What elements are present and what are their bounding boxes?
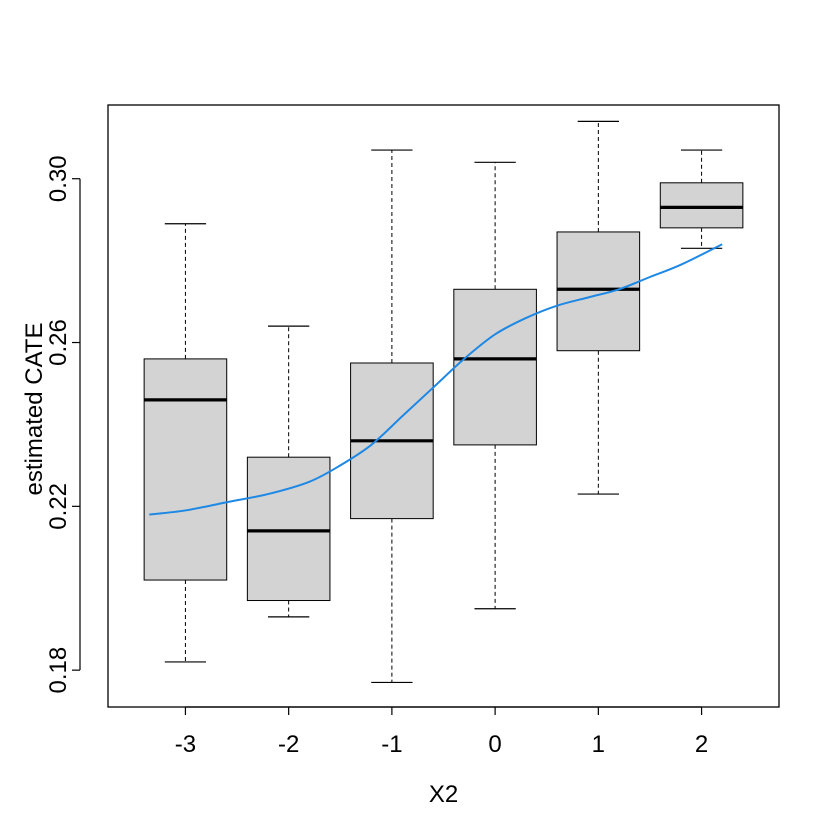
box--1 — [350, 149, 434, 684]
y-tick-label: 0.22 — [45, 483, 72, 530]
x-tick-label: -1 — [381, 731, 402, 758]
iqr-box — [659, 182, 744, 229]
x-tick-label: -3 — [175, 731, 196, 758]
y-tick-label: 0.26 — [45, 319, 72, 366]
trend-line — [149, 243, 723, 516]
y-axis: 0.18 0.22 0.26 0.30 — [45, 155, 81, 694]
x-axis-title: X2 — [429, 781, 458, 808]
boxes-layer — [143, 120, 744, 684]
box--3 — [143, 223, 228, 663]
x-tick-label: 1 — [592, 731, 605, 758]
box-1 — [556, 120, 641, 495]
iqr-box — [453, 288, 537, 446]
y-tick-label: 0.30 — [45, 155, 72, 202]
x-tick-label: 0 — [488, 731, 501, 758]
x-axis: -3 -2 -1 0 1 2 — [175, 706, 708, 758]
y-axis-title: estimated CATE — [21, 323, 48, 496]
box-2 — [659, 149, 744, 249]
iqr-box — [143, 358, 228, 581]
y-tick-label: 0.18 — [45, 647, 72, 694]
iqr-box — [556, 231, 641, 352]
x-tick-label: 2 — [695, 731, 708, 758]
box-0 — [453, 161, 537, 610]
trend-layer — [149, 243, 723, 516]
x-tick-label: -2 — [278, 731, 299, 758]
box--2 — [246, 325, 331, 618]
iqr-box — [246, 456, 331, 602]
